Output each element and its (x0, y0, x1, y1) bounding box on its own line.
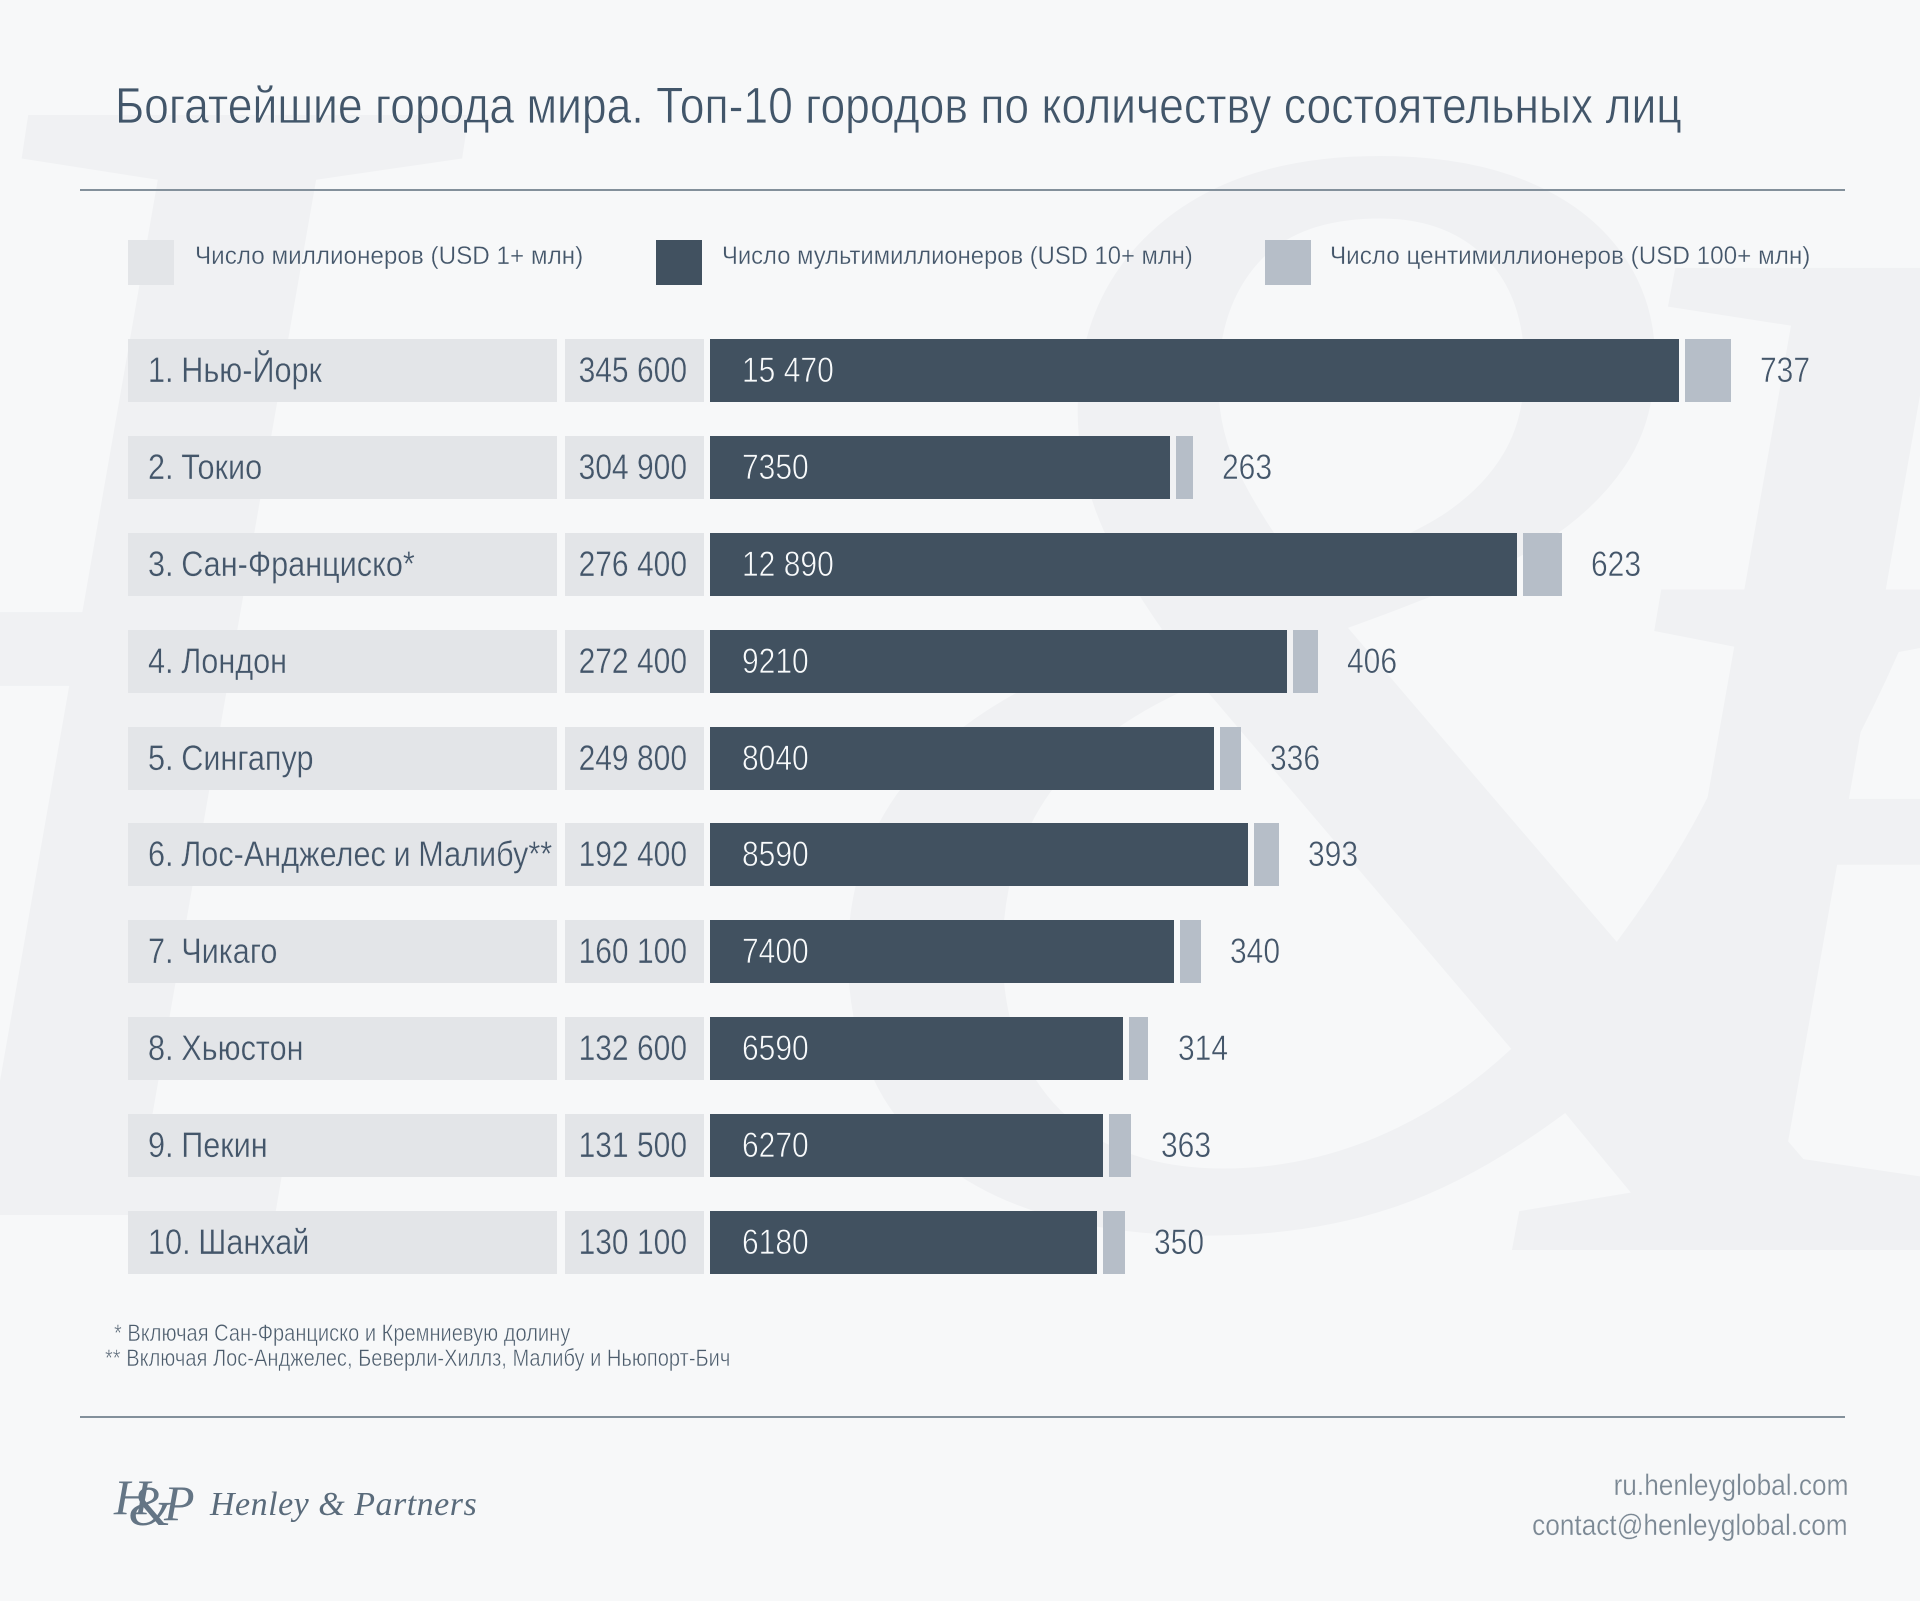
svg-text:&: & (128, 1476, 172, 1538)
svg-text:P: P (163, 1475, 195, 1531)
svg-text:H: H (113, 1470, 153, 1525)
svg-text:P: P (1497, 0, 1920, 1575)
